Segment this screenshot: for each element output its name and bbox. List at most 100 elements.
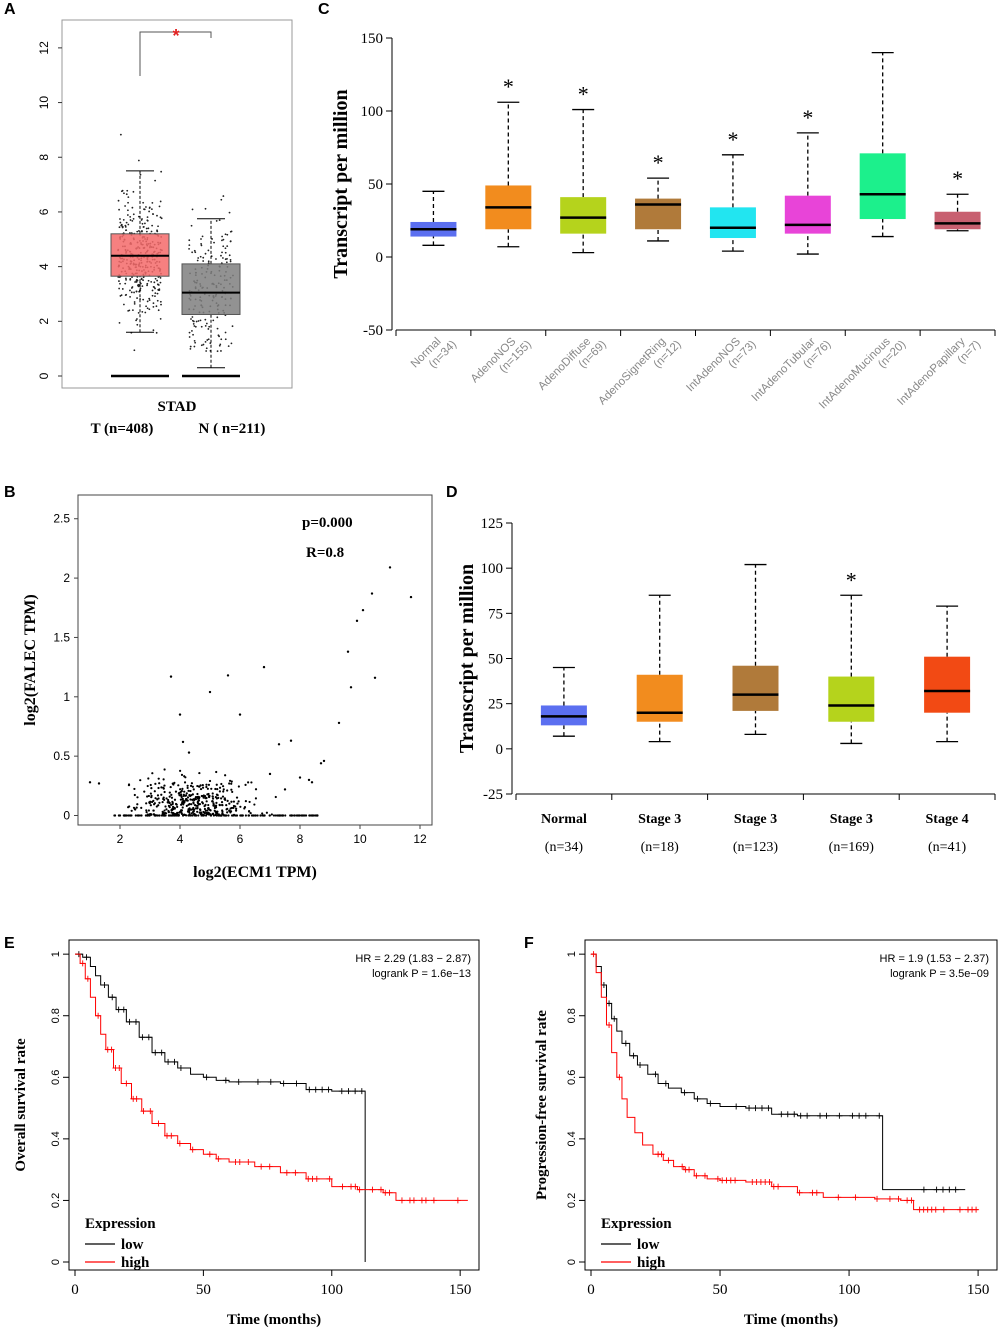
panel-label: E xyxy=(4,935,15,952)
censor-mark xyxy=(637,1061,644,1068)
box xyxy=(636,674,683,722)
data-point xyxy=(250,814,254,817)
censor-mark xyxy=(908,1197,915,1204)
censor-mark xyxy=(356,1186,363,1193)
data-point xyxy=(148,299,151,302)
data-point xyxy=(133,301,136,303)
data-point xyxy=(237,785,240,788)
x-tick-label: 100 xyxy=(321,1282,344,1298)
data-point xyxy=(204,809,207,812)
data-point xyxy=(146,284,148,287)
panel-c: C -50 0 50 100 150 Transcript per million Norma… xyxy=(318,1,996,417)
y-tick-label: 100 xyxy=(361,104,384,120)
data-point xyxy=(289,739,293,742)
significance-star: * xyxy=(172,26,179,46)
data-point xyxy=(224,251,227,254)
data-point xyxy=(168,791,171,794)
data-point xyxy=(204,252,207,255)
data-point xyxy=(207,338,210,341)
censor-mark xyxy=(339,1183,346,1190)
data-point xyxy=(265,811,269,814)
data-point xyxy=(171,782,174,785)
y-tick-label: 10 xyxy=(37,96,51,110)
x-tick-label: IntAdenoPapillary(n=7) xyxy=(895,329,983,417)
data-point xyxy=(188,239,191,242)
censor-mark xyxy=(147,1108,154,1115)
data-point xyxy=(188,807,191,810)
data-point xyxy=(249,811,252,815)
box xyxy=(859,153,906,220)
data-point xyxy=(152,213,154,215)
censor-mark xyxy=(616,1074,623,1081)
data-point xyxy=(211,800,214,803)
y-tick-label: 8 xyxy=(37,154,51,161)
y-tick-label: 0 xyxy=(376,250,384,266)
data-point xyxy=(97,782,101,785)
data-point xyxy=(188,336,191,338)
data-point xyxy=(174,802,178,806)
data-point xyxy=(232,800,236,803)
data-point xyxy=(253,803,256,806)
data-point xyxy=(158,801,161,804)
data-point xyxy=(207,808,211,811)
data-point xyxy=(225,808,228,811)
data-point xyxy=(163,784,166,787)
data-point xyxy=(156,814,159,817)
data-point xyxy=(160,786,163,789)
y-tick-label: 150 xyxy=(361,31,384,47)
data-point xyxy=(254,797,258,800)
data-point xyxy=(156,798,159,801)
data-point xyxy=(171,805,175,808)
data-point xyxy=(201,235,204,238)
data-point xyxy=(153,790,156,793)
data-point xyxy=(182,793,185,796)
data-point xyxy=(141,310,144,313)
data-point xyxy=(200,238,202,240)
data-point xyxy=(203,807,207,811)
data-point xyxy=(157,309,160,312)
data-point xyxy=(136,297,138,299)
data-point xyxy=(191,208,194,211)
data-point xyxy=(214,810,217,813)
data-point xyxy=(169,785,172,789)
data-point xyxy=(247,810,251,813)
data-point xyxy=(181,806,184,809)
x-tick-label: Normal xyxy=(541,812,587,827)
data-point xyxy=(215,783,218,786)
panel-label: B xyxy=(4,484,16,501)
data-point xyxy=(120,224,123,227)
y-tick-label: -50 xyxy=(363,323,383,339)
censor-mark xyxy=(123,1080,130,1087)
data-point xyxy=(146,784,149,788)
data-point xyxy=(154,782,157,785)
data-point xyxy=(130,814,133,817)
data-point xyxy=(183,801,186,804)
data-point xyxy=(256,814,259,817)
data-point xyxy=(135,290,138,293)
y-tick-label: 50 xyxy=(368,177,383,193)
panel-label: F xyxy=(524,935,534,952)
box xyxy=(784,195,831,234)
data-point xyxy=(283,788,287,791)
data-point xyxy=(181,787,184,790)
data-point xyxy=(156,279,159,282)
data-point xyxy=(216,316,219,319)
y-tick-label: -25 xyxy=(483,787,503,803)
data-point xyxy=(145,809,148,812)
data-point xyxy=(148,801,151,804)
data-point xyxy=(192,320,195,323)
data-point xyxy=(208,325,211,328)
data-point xyxy=(217,334,220,337)
data-point xyxy=(220,782,223,786)
censor-mark xyxy=(886,1195,893,1202)
data-point xyxy=(361,608,365,612)
x-tick-label: 100 xyxy=(838,1282,861,1298)
data-point xyxy=(141,230,143,232)
data-point xyxy=(113,814,117,817)
data-point xyxy=(155,331,158,334)
data-point xyxy=(156,292,159,295)
data-point xyxy=(190,224,193,227)
data-point xyxy=(124,205,126,207)
data-point xyxy=(146,216,149,219)
data-point xyxy=(173,798,177,801)
